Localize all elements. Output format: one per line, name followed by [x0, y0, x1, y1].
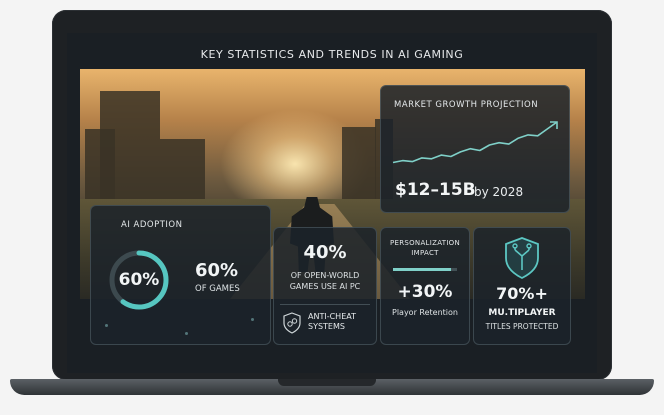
adoption-ring-arc: [109, 250, 169, 310]
page-title: KEY STATISTICS AND TRENDS IN AI GAMING: [200, 48, 464, 61]
ai-adoption-title: AI ADOPTION: [121, 220, 183, 230]
personalization-bar: [393, 268, 457, 271]
market-trend-line: [392, 121, 558, 164]
open-world-subtitle-line1: OF OPEN-WORLD: [290, 271, 360, 280]
adoption-value: 60%: [195, 260, 239, 281]
personalization-title: PERSONALIZATION IMPACT: [381, 238, 469, 258]
adoption-ring-chart: [109, 250, 169, 310]
open-world-value: 40%: [303, 242, 347, 263]
personalization-bar-fill: [393, 268, 451, 271]
anti-cheat-label: ANTI-CHEAT SYSTEMS: [308, 312, 356, 332]
multiplayer-value: 70%+: [496, 284, 548, 303]
adoption-subtitle: OF GAMES: [195, 284, 240, 294]
decor-dot: [251, 318, 254, 321]
laptop-base: [10, 379, 654, 395]
anti-cheat-line1: ANTI-CHEAT: [308, 312, 356, 321]
multiplayer-subtitle: MU.TIPLAYER: [488, 308, 556, 318]
open-world-subtitle-line2: GAMES USE AI PC: [289, 282, 361, 291]
anti-cheat-line2: SYSTEMS: [308, 322, 345, 331]
personalization-value: +30%: [397, 282, 453, 302]
laptop-base-notch: [278, 379, 376, 386]
market-year: by 2028: [474, 185, 524, 199]
personalization-card: PERSONALIZATION IMPACT +30% Playor Reten…: [380, 227, 470, 345]
personalization-title-line2: IMPACT: [411, 249, 439, 257]
market-value: $12–15B: [395, 180, 476, 200]
shield-icon: [283, 312, 301, 334]
trend-arrow-icon: [550, 121, 558, 129]
laptop-screen: KEY STATISTICS AND TRENDS IN AI GAMING M…: [67, 33, 597, 373]
personalization-title-line1: PERSONALIZATION: [389, 239, 461, 247]
shield-circuit-icon: [505, 237, 539, 280]
decor-dot: [185, 332, 188, 335]
open-world-subtitle: OF OPEN-WORLD GAMES USE AI PC: [278, 270, 372, 292]
decor-dot: [105, 324, 108, 327]
open-world-card: 40% OF OPEN-WORLD GAMES USE AI PC ANTI-C…: [273, 227, 377, 345]
market-trend-chart: [392, 121, 558, 164]
adoption-ring-label: 60%: [118, 270, 160, 290]
multiplayer-subtitle-secondary: TITLES PROTECTED: [485, 322, 559, 331]
personalization-subtitle: Playor Retention: [392, 308, 458, 317]
card-divider: [280, 304, 370, 305]
ai-adoption-card: AI ADOPTION 60% 60% OF GAMES: [90, 205, 271, 345]
market-growth-title: MARKET GROWTH PROJECTION: [394, 100, 539, 110]
multiplayer-card: 70%+ MU.TIPLAYER TITLES PROTECTED: [473, 227, 571, 345]
market-growth-card: MARKET GROWTH PROJECTION $12–15B by 2028: [380, 85, 570, 213]
